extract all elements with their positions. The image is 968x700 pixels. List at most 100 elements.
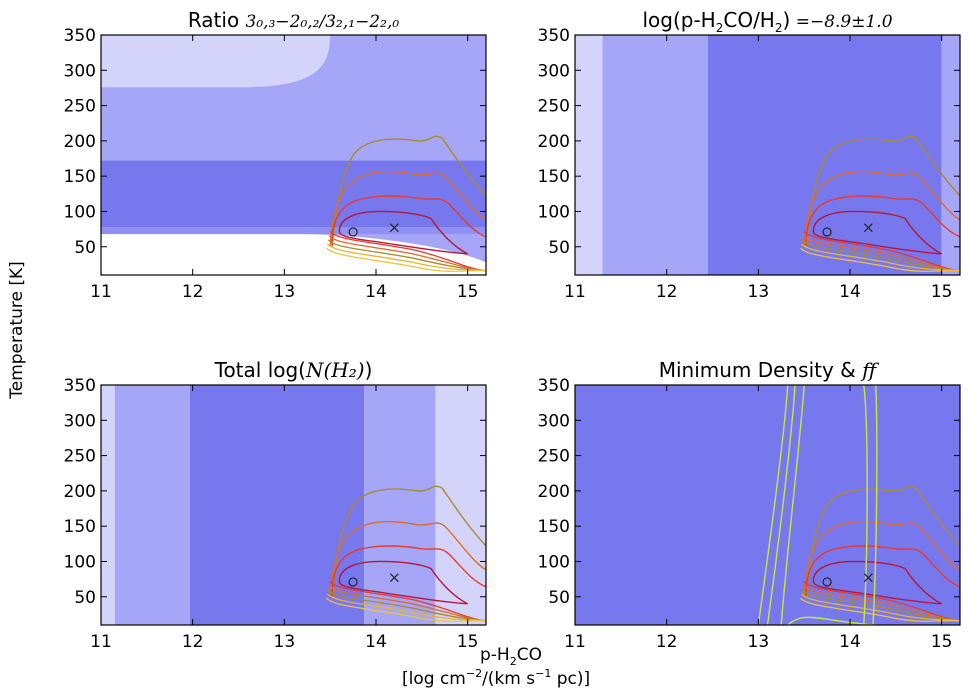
panel-4: 11 12 13 14 15 50 100 150 200 250 300 350 Minimum De… [538, 358, 961, 652]
chi2-contour-low-2 [328, 585, 486, 622]
y-tick-label: 50 [548, 238, 570, 258]
panel-3: 11 12 13 14 15 50 100 150 200 250 300 350 Total log(… [64, 358, 487, 652]
x-tick-label: 11 [90, 282, 112, 302]
x-tick-label: 15 [931, 632, 953, 652]
panel-2-frame [574, 34, 961, 276]
y-axis-label: Temperature [K] [7, 261, 27, 400]
panel-1-frame [100, 34, 487, 276]
y-tick-label: 100 [64, 552, 96, 572]
chi2-contour-2 [803, 520, 960, 597]
y-tick-label: 350 [64, 376, 96, 396]
density-contour-4 [863, 385, 868, 625]
panel-3-plot [101, 385, 486, 625]
y-tick-label: 250 [538, 447, 570, 467]
y-tick-label: 200 [64, 482, 96, 502]
chi2-contour-low-1 [803, 230, 960, 272]
chi2-contour-low-3 [327, 239, 486, 272]
chi2-contour-low-3 [327, 589, 486, 622]
x-tick-label: 14 [839, 282, 861, 302]
chi2-contour-4 [812, 210, 942, 255]
chi2-contour-low-3 [801, 239, 960, 272]
x-tick-label: 13 [274, 282, 296, 302]
chi2-contour-low-1 [803, 580, 960, 622]
y-tick-label: 300 [538, 411, 570, 431]
chi2-contour-2 [329, 170, 486, 247]
density-contour-2 [766, 385, 796, 625]
band-light-left [114, 385, 190, 625]
y-tick-label: 50 [74, 588, 96, 608]
band-light-right [941, 35, 960, 275]
x-tick-label: 13 [748, 282, 770, 302]
y-tick-label: 100 [64, 202, 96, 222]
x-tick-label: 15 [457, 632, 479, 652]
y-tick-label: 350 [64, 26, 96, 46]
panel-1-title: Ratio 3₀,₃−2₀,₂/3₂,₁−2₂,₀ [188, 8, 400, 32]
x-axis-label-line2: [log cm−2/(km s−1 pc)] [402, 667, 590, 689]
panel-4-title: Minimum Density & ff [659, 358, 880, 382]
y-tick-label: 350 [538, 26, 570, 46]
chi2-contour-1 [331, 135, 486, 247]
x-tick-label: 14 [839, 632, 861, 652]
x-tick-label: 15 [931, 282, 953, 302]
x-tick-label: 13 [748, 632, 770, 652]
marker-circle [822, 227, 832, 237]
x-tick-label: 12 [182, 282, 204, 302]
marker-cross [863, 223, 873, 233]
chi2-contour-1 [331, 485, 486, 597]
chi2-contour-3 [331, 195, 486, 246]
density-contour-5 [872, 385, 878, 625]
panel-3-frame [100, 384, 487, 626]
density-contours [757, 385, 878, 625]
x-tick-label: 15 [457, 282, 479, 302]
chi2-contours [326, 135, 486, 272]
chi2-contour-low-1 [329, 580, 486, 622]
panel-1-plot [101, 35, 486, 275]
x-tick-label: 11 [90, 632, 112, 652]
chi2-contours [800, 485, 960, 622]
y-tick-label: 150 [64, 167, 96, 187]
band-light-right [364, 385, 436, 625]
chi2-contour-4 [338, 210, 468, 255]
band-lightest-left [101, 385, 115, 625]
panel-3-title: Total log(N(H₂)) [214, 358, 373, 382]
panel-2: 11 12 13 14 15 50 100 150 200 250 300 350 log(p-H2CO… [538, 8, 961, 302]
density-contour-bottom [787, 616, 873, 625]
x-tick-label: 13 [274, 632, 296, 652]
chi2-contour-low-1 [329, 230, 486, 272]
x-tick-label: 12 [656, 282, 678, 302]
density-contour-1 [757, 385, 789, 625]
y-tick-label: 200 [64, 132, 96, 152]
panel-2-plot [575, 35, 960, 275]
panel-4-plot [575, 385, 960, 625]
x-tick-label: 12 [656, 632, 678, 652]
marker-circle [348, 227, 358, 237]
chi2-contour-3 [805, 545, 960, 596]
x-axis-label-line1: p-H2CO [480, 645, 542, 668]
y-tick-label: 50 [74, 238, 96, 258]
y-tick-label: 250 [64, 97, 96, 117]
marker-cross [389, 573, 399, 583]
band-uniform [575, 385, 960, 625]
chi2-contour-4 [338, 560, 468, 605]
chi2-contour-1 [805, 485, 960, 597]
panel-4-frame [574, 384, 961, 626]
band-dark-center [189, 385, 365, 625]
chi2-contour-4 [812, 560, 942, 605]
y-tick-label: 100 [538, 552, 570, 572]
chi2-contour-low-2 [802, 235, 960, 272]
panel-2-title: log(p-H2CO/H2) =−8.9±1.0 [642, 8, 892, 35]
y-tick-label: 300 [538, 61, 570, 81]
y-tick-label: 200 [538, 482, 570, 502]
marker-cross [863, 573, 873, 583]
chi2-contour-3 [331, 545, 486, 596]
band-lightest-left [575, 35, 603, 275]
y-tick-label: 100 [538, 202, 570, 222]
band-light-left [602, 35, 708, 275]
y-tick-label: 200 [538, 132, 570, 152]
density-contour-3 [780, 385, 805, 625]
band-light-droop [302, 234, 486, 263]
x-tick-label: 14 [365, 282, 387, 302]
chi2-contours [800, 135, 960, 272]
y-tick-label: 150 [64, 517, 96, 537]
y-tick-label: 250 [64, 447, 96, 467]
